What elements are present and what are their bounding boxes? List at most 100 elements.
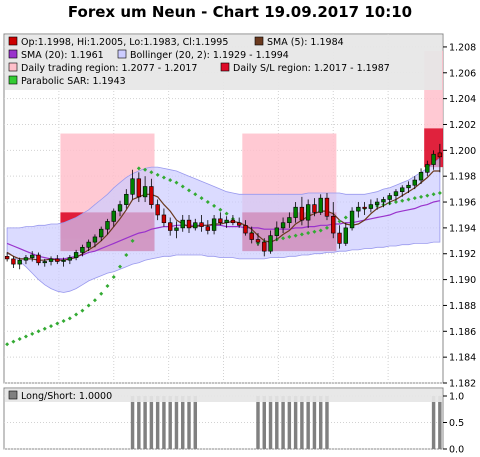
candle-body (149, 186, 154, 205)
y-tick-label: 1.196 (449, 198, 476, 209)
longshort-bar (193, 396, 198, 449)
candle (393, 189, 399, 201)
candle-body (218, 218, 223, 224)
sar-point (212, 203, 217, 208)
candle-body (211, 218, 217, 231)
candle-body (349, 210, 355, 229)
legend-swatch (117, 49, 127, 59)
candle-body (48, 258, 54, 262)
candle (142, 176, 148, 203)
candle (262, 238, 267, 257)
longshort-bar (300, 396, 304, 449)
candle (431, 150, 436, 170)
candle-body (105, 221, 110, 230)
candle-body (337, 232, 342, 244)
candle-body (393, 191, 399, 196)
longshort-bar (162, 396, 166, 449)
sar-point (343, 215, 348, 220)
sar-point (281, 236, 286, 241)
candle-body (412, 179, 417, 186)
sar-point (406, 197, 411, 202)
candle-body (406, 184, 411, 189)
candles-layer (4, 143, 443, 270)
candle (305, 199, 311, 228)
legend-item: Daily S/L region: 1.2017 - 1.1987 (220, 62, 390, 74)
candle (437, 143, 443, 173)
sar-point (161, 175, 166, 180)
sar-point (136, 166, 141, 171)
candle (86, 239, 91, 252)
candle-body (136, 178, 142, 198)
longshort-legend-box (5, 389, 442, 402)
candle-body (268, 235, 273, 252)
candle (30, 251, 35, 262)
candle (36, 252, 41, 266)
longshort-bar (281, 396, 285, 449)
candle-body (111, 210, 116, 222)
candle-body (205, 226, 211, 231)
candle (149, 178, 154, 209)
y-tick-label: 1.198 (449, 172, 476, 183)
sar-point (174, 180, 179, 185)
legend-label: SMA (5): 1.1984 (267, 37, 344, 48)
longshort-bar (168, 396, 172, 449)
candle (73, 249, 79, 261)
sar-point (80, 308, 85, 313)
chart-title: Forex um Neun - Chart 19.09.2017 10:10 (67, 3, 413, 21)
legend-label: Parabolic SAR: 1.1943 (21, 76, 126, 87)
sar-point (218, 207, 223, 212)
candle (80, 244, 85, 257)
candle (105, 218, 110, 235)
legend-label: Bollinger (20, 2): 1.1929 - 1.1994 (130, 50, 289, 61)
longshort-legend: Long/Short: 1.0000 (8, 390, 112, 402)
legend-swatch (8, 36, 18, 46)
sar-point (111, 275, 116, 280)
longshort-bar (268, 396, 273, 449)
candle (224, 216, 229, 228)
candle (11, 256, 16, 268)
sar-point (187, 188, 192, 193)
longshort-y-axis: 0.0 0.5 1.0 (443, 392, 464, 456)
candle (230, 214, 236, 226)
candle-body (274, 227, 279, 236)
sma5-line (6, 170, 440, 261)
candle (124, 189, 129, 209)
candle (23, 255, 29, 265)
bollinger-band (6, 157, 441, 293)
candle-body (67, 257, 73, 261)
longshort-bar (155, 396, 160, 449)
candle (243, 220, 248, 236)
candle (67, 255, 73, 265)
sl-region (424, 128, 443, 168)
longshort-bar (137, 396, 141, 449)
legend-item: Op:1.1998, Hi:1.2005, Lo:1.1983, Cl:1.19… (8, 36, 228, 48)
candle (199, 214, 204, 232)
sar-point (199, 196, 204, 201)
candle (368, 199, 374, 213)
legend-item: Bollinger (20, 2): 1.1929 - 1.1994 (117, 49, 289, 61)
candle-body (155, 204, 160, 216)
candle-body (287, 217, 292, 224)
longshort-bar (325, 396, 329, 449)
sar-point (412, 196, 417, 201)
sar-point (86, 303, 91, 308)
candle-body (293, 206, 298, 218)
candle-body (174, 227, 179, 231)
longshort-bar (438, 396, 442, 449)
candle-body (437, 152, 443, 158)
y-tick-label: 1.184 (449, 353, 476, 364)
legend-swatch (8, 49, 18, 59)
y-tick-label: 1.206 (449, 68, 476, 79)
candle-body (243, 225, 248, 234)
candle (4, 252, 10, 262)
sar-point (143, 167, 148, 172)
candle (387, 192, 392, 205)
sar-point (105, 284, 110, 289)
longshort-bar (318, 396, 323, 449)
candle (324, 192, 330, 221)
candle (168, 217, 173, 236)
sar-point (287, 234, 292, 239)
longshort-bar (181, 396, 185, 449)
legend-swatch (8, 62, 18, 72)
sar-point (130, 238, 135, 243)
